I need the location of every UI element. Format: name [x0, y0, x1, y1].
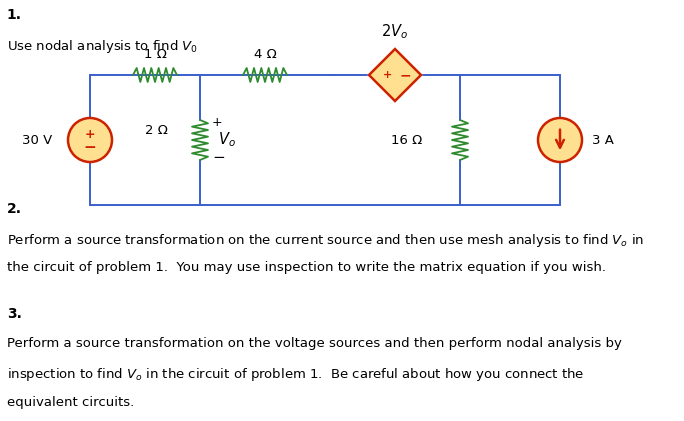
Text: +: + — [382, 70, 392, 80]
Text: −: − — [212, 150, 225, 165]
Text: +: + — [85, 128, 95, 141]
Circle shape — [538, 118, 582, 162]
Text: Perform a source transformation on the current source and then use mesh analysis: Perform a source transformation on the c… — [7, 232, 644, 248]
Text: −: − — [83, 141, 96, 155]
Text: the circuit of problem 1.  You may use inspection to write the matrix equation i: the circuit of problem 1. You may use in… — [7, 261, 606, 274]
Text: 2 Ω: 2 Ω — [145, 123, 168, 136]
Text: 2.: 2. — [7, 202, 22, 216]
Text: −: − — [399, 68, 411, 82]
Text: 30 V: 30 V — [22, 133, 52, 147]
Circle shape — [68, 118, 112, 162]
Polygon shape — [369, 49, 421, 101]
Text: 1 Ω: 1 Ω — [144, 48, 166, 61]
Text: 3 A: 3 A — [592, 133, 614, 147]
Text: +: + — [212, 115, 222, 128]
Text: Use nodal analysis to find $V_0$: Use nodal analysis to find $V_0$ — [7, 38, 198, 55]
Text: 3.: 3. — [7, 307, 22, 321]
Text: inspection to find $V_o$ in the circuit of problem 1.  Be careful about how you : inspection to find $V_o$ in the circuit … — [7, 366, 584, 383]
Text: $V_o$: $V_o$ — [218, 131, 236, 149]
Text: 4 Ω: 4 Ω — [254, 48, 276, 61]
Text: 16 Ω: 16 Ω — [391, 133, 422, 147]
Text: 1.: 1. — [7, 8, 22, 22]
Text: Perform a source transformation on the voltage sources and then perform nodal an: Perform a source transformation on the v… — [7, 337, 622, 350]
Text: $2V_o$: $2V_o$ — [382, 22, 408, 41]
Text: equivalent circuits.: equivalent circuits. — [7, 396, 134, 409]
